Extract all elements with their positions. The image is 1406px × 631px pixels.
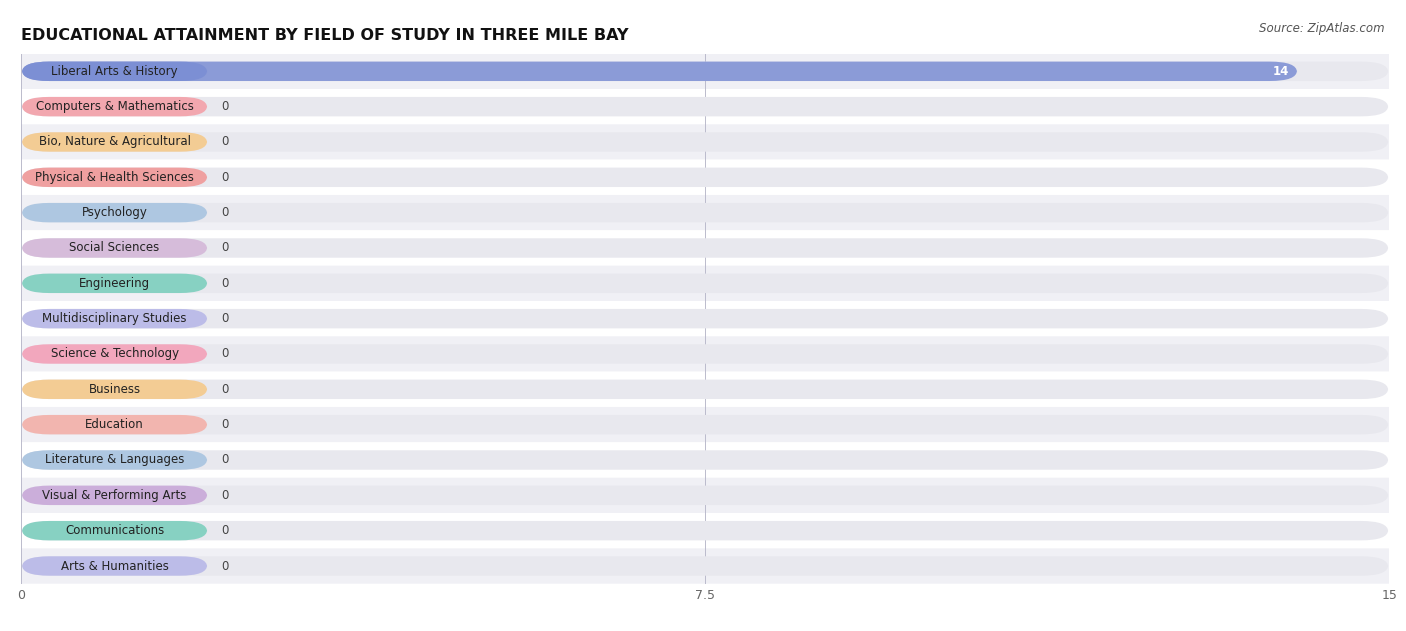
FancyBboxPatch shape <box>22 415 1388 434</box>
FancyBboxPatch shape <box>22 521 1388 540</box>
FancyBboxPatch shape <box>21 89 1389 124</box>
FancyBboxPatch shape <box>22 486 207 505</box>
FancyBboxPatch shape <box>21 478 1389 513</box>
FancyBboxPatch shape <box>22 97 1388 116</box>
FancyBboxPatch shape <box>22 380 1388 399</box>
FancyBboxPatch shape <box>22 415 207 434</box>
FancyBboxPatch shape <box>22 239 207 257</box>
FancyBboxPatch shape <box>21 336 1389 372</box>
FancyBboxPatch shape <box>22 345 1388 363</box>
Text: Bio, Nature & Agricultural: Bio, Nature & Agricultural <box>38 136 191 148</box>
Text: 0: 0 <box>222 489 229 502</box>
FancyBboxPatch shape <box>21 160 1389 195</box>
FancyBboxPatch shape <box>21 372 1389 407</box>
Text: Liberal Arts & History: Liberal Arts & History <box>51 65 179 78</box>
Text: 0: 0 <box>222 312 229 325</box>
FancyBboxPatch shape <box>22 521 207 540</box>
FancyBboxPatch shape <box>22 309 207 328</box>
FancyBboxPatch shape <box>22 62 207 81</box>
FancyBboxPatch shape <box>22 486 1388 505</box>
FancyBboxPatch shape <box>22 239 1388 257</box>
FancyBboxPatch shape <box>21 54 1389 89</box>
Text: Arts & Humanities: Arts & Humanities <box>60 560 169 572</box>
Text: 0: 0 <box>222 560 229 572</box>
Text: 0: 0 <box>222 418 229 431</box>
Text: 0: 0 <box>222 348 229 360</box>
Text: Physical & Health Sciences: Physical & Health Sciences <box>35 171 194 184</box>
FancyBboxPatch shape <box>22 62 1388 81</box>
FancyBboxPatch shape <box>22 168 1388 187</box>
Text: Source: ZipAtlas.com: Source: ZipAtlas.com <box>1260 22 1385 35</box>
FancyBboxPatch shape <box>22 380 207 399</box>
Text: Multidisciplinary Studies: Multidisciplinary Studies <box>42 312 187 325</box>
FancyBboxPatch shape <box>22 97 207 116</box>
Text: Education: Education <box>86 418 143 431</box>
Text: Business: Business <box>89 383 141 396</box>
Text: 0: 0 <box>222 277 229 290</box>
Text: 0: 0 <box>222 383 229 396</box>
Text: Engineering: Engineering <box>79 277 150 290</box>
FancyBboxPatch shape <box>22 451 1388 469</box>
FancyBboxPatch shape <box>21 230 1389 266</box>
FancyBboxPatch shape <box>21 548 1389 584</box>
Text: 0: 0 <box>222 524 229 537</box>
FancyBboxPatch shape <box>22 133 1388 151</box>
Text: 0: 0 <box>222 136 229 148</box>
Text: EDUCATIONAL ATTAINMENT BY FIELD OF STUDY IN THREE MILE BAY: EDUCATIONAL ATTAINMENT BY FIELD OF STUDY… <box>21 28 628 43</box>
FancyBboxPatch shape <box>22 557 207 575</box>
Text: Visual & Performing Arts: Visual & Performing Arts <box>42 489 187 502</box>
FancyBboxPatch shape <box>22 557 1388 575</box>
FancyBboxPatch shape <box>21 195 1389 230</box>
Text: Psychology: Psychology <box>82 206 148 219</box>
Text: Science & Technology: Science & Technology <box>51 348 179 360</box>
Text: 0: 0 <box>222 100 229 113</box>
FancyBboxPatch shape <box>22 203 207 222</box>
Text: 0: 0 <box>222 171 229 184</box>
FancyBboxPatch shape <box>22 133 207 151</box>
FancyBboxPatch shape <box>21 266 1389 301</box>
FancyBboxPatch shape <box>21 301 1389 336</box>
Text: 0: 0 <box>222 206 229 219</box>
Text: Communications: Communications <box>65 524 165 537</box>
FancyBboxPatch shape <box>21 442 1389 478</box>
FancyBboxPatch shape <box>22 309 1388 328</box>
FancyBboxPatch shape <box>21 124 1389 160</box>
FancyBboxPatch shape <box>21 407 1389 442</box>
FancyBboxPatch shape <box>22 62 1296 81</box>
FancyBboxPatch shape <box>22 168 207 187</box>
Text: 0: 0 <box>222 454 229 466</box>
FancyBboxPatch shape <box>22 345 207 363</box>
Text: Social Sciences: Social Sciences <box>69 242 160 254</box>
Text: 14: 14 <box>1272 65 1289 78</box>
Text: 0: 0 <box>222 242 229 254</box>
FancyBboxPatch shape <box>22 203 1388 222</box>
FancyBboxPatch shape <box>22 451 207 469</box>
Text: Computers & Mathematics: Computers & Mathematics <box>35 100 194 113</box>
Text: Literature & Languages: Literature & Languages <box>45 454 184 466</box>
FancyBboxPatch shape <box>22 274 1388 293</box>
FancyBboxPatch shape <box>22 274 207 293</box>
FancyBboxPatch shape <box>21 513 1389 548</box>
